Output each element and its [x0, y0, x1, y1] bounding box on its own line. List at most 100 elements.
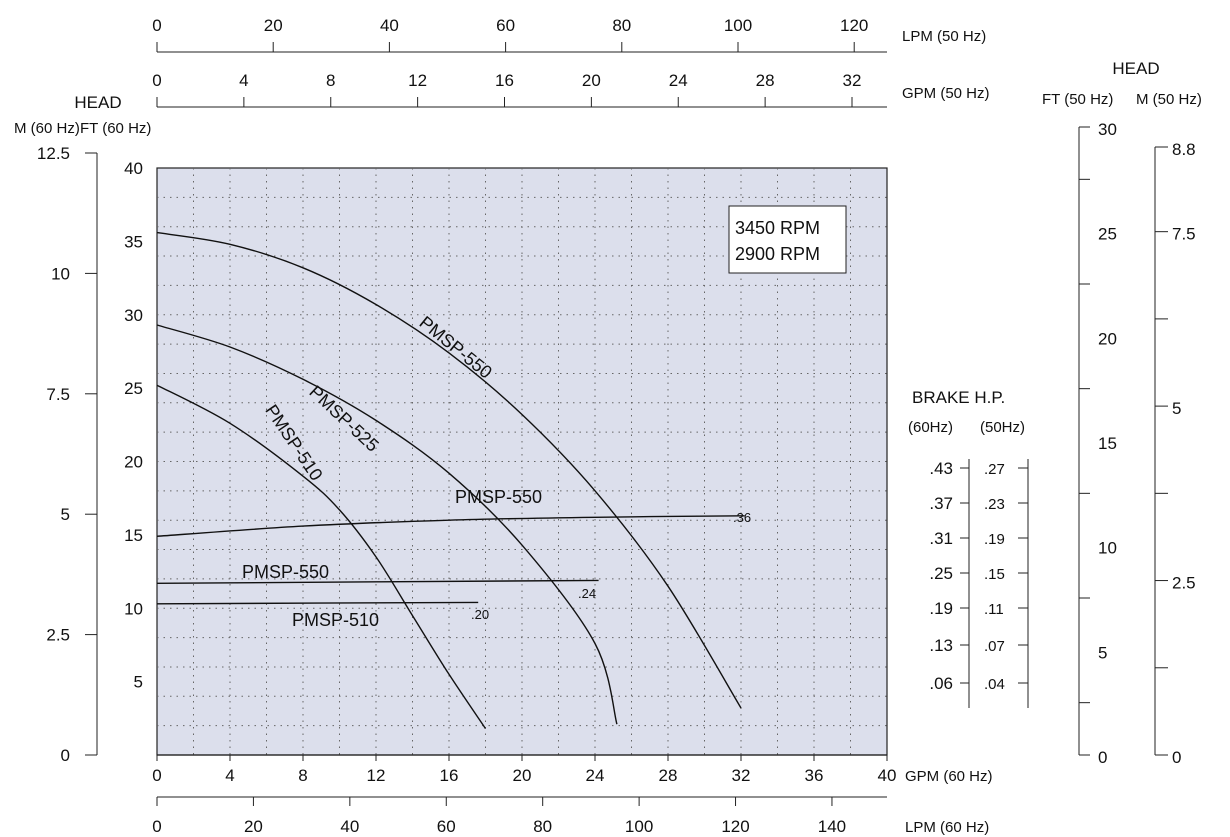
power-curve-label: PMSP-550 [242, 562, 329, 582]
lpm50-tick-label: 20 [264, 16, 283, 35]
brake-hp-50hz-label: .27 [984, 461, 1005, 478]
x-tick-label: 36 [805, 766, 824, 785]
power-curve-line [156, 515, 745, 537]
gpm50-tick-label: 32 [843, 71, 862, 90]
m50-tick-label: 7.5 [1172, 225, 1196, 244]
ft60-tick-label: 5 [134, 673, 143, 692]
lpm50-axis-label: LPM (50 Hz) [902, 28, 986, 45]
gpm50-tick-label: 28 [756, 71, 775, 90]
brake-hp-60hz-label: (60Hz) [908, 419, 953, 436]
brake-hp-60hz-label: .13 [929, 636, 953, 655]
m60-tick-label: 10 [51, 264, 70, 283]
power-curve-end-label: .36 [733, 510, 751, 525]
lpm50-tick-label: 0 [152, 16, 161, 35]
ft50-axis-label: FT (50 Hz) [1042, 91, 1113, 108]
lpm50-tick-label: 60 [496, 16, 515, 35]
lpm60-tick-label: 100 [625, 817, 653, 836]
brake-hp-50hz-label: .19 [984, 531, 1005, 548]
x-tick-label: 20 [513, 766, 532, 785]
brake-hp-60hz-label: .43 [929, 459, 953, 478]
ft50-tick-label: 0 [1098, 748, 1107, 767]
x-tick-label: 8 [298, 766, 307, 785]
left-head-title: HEAD [74, 93, 121, 112]
power-curve-line [156, 579, 599, 584]
power-curve-end-label: .24 [578, 586, 596, 601]
lpm60-tick-label: 120 [721, 817, 749, 836]
m60-tick-label: 2.5 [46, 626, 70, 645]
x-tick-label: 12 [367, 766, 386, 785]
lpm60-tick-label: 80 [533, 817, 552, 836]
head-curve-line [156, 324, 618, 725]
axes: 0 4 8 12 16 20 24 28 32 36 40 GPM (60 Hz)0 20 40 60 80 1… [14, 16, 1202, 836]
lpm60-tick-label: 140 [818, 817, 846, 836]
ft60-tick-label: 25 [124, 379, 143, 398]
m60-tick-label: 5 [61, 505, 70, 524]
ft50-tick-label: 15 [1098, 434, 1117, 453]
power-curve-label: PMSP-550 [455, 487, 542, 507]
ft60-tick-label: 35 [124, 232, 143, 251]
brake-hp-50hz-label: .11 [984, 601, 1004, 618]
gpm50-tick-label: 24 [669, 71, 688, 90]
x-tick-label: 32 [732, 766, 751, 785]
m50-tick-label: 8.8 [1172, 140, 1196, 159]
ft60-tick-label: 15 [124, 526, 143, 545]
gpm50-axis-label: GPM (50 Hz) [902, 85, 990, 102]
brake-hp-50hz-label: (50Hz) [980, 419, 1025, 436]
ft60-axis-label: FT (60 Hz) [80, 120, 151, 137]
gpm50-tick-label: 20 [582, 71, 601, 90]
brake-hp-50hz-label: .23 [984, 496, 1005, 513]
head-curve-line [156, 384, 487, 729]
x-tick-label: 4 [225, 766, 234, 785]
ft50-tick-label: 20 [1098, 329, 1117, 348]
power-curve-end-label: .20 [471, 607, 489, 622]
x-tick-label: 40 [878, 766, 897, 785]
m60-tick-label: 7.5 [46, 385, 70, 404]
m50-tick-label: 5 [1172, 399, 1181, 418]
brake-hp-60hz-label: .25 [929, 564, 953, 583]
m60-tick-label: 0 [61, 746, 70, 765]
brake-hp-60hz-label: .37 [929, 494, 953, 513]
right-head-title: HEAD [1112, 59, 1159, 78]
brake-hp-title: BRAKE H.P. [912, 388, 1005, 407]
lpm60-tick-label: 0 [152, 817, 161, 836]
gpm50-tick-label: 8 [326, 71, 335, 90]
x-axis-label: GPM (60 Hz) [905, 768, 993, 785]
brake-hp-50hz-label: .15 [984, 566, 1005, 583]
m50-tick-label: 0 [1172, 748, 1181, 767]
brake-hp-60hz-label: .06 [929, 674, 953, 693]
x-tick-label: 16 [440, 766, 459, 785]
m60-tick-label: 12.5 [37, 144, 70, 163]
ft60-tick-label: 30 [124, 306, 143, 325]
gpm50-tick-label: 12 [408, 71, 427, 90]
ft50-tick-label: 10 [1098, 539, 1117, 558]
lpm60-tick-label: 60 [437, 817, 456, 836]
ft50-tick-label: 5 [1098, 643, 1107, 662]
power-curve-label: PMSP-510 [292, 610, 379, 630]
gpm50-tick-label: 16 [495, 71, 514, 90]
m60-axis-label: M (60 Hz) [14, 120, 80, 137]
ft60-tick-label: 20 [124, 453, 143, 472]
grid [157, 168, 887, 755]
brake-hp-60hz-label: .19 [929, 599, 953, 618]
lpm50-tick-label: 80 [612, 16, 631, 35]
ft60-tick-label: 10 [124, 599, 143, 618]
x-tick-label: 0 [152, 766, 161, 785]
legend-label: 3450 RPM [735, 218, 820, 238]
x-tick-label: 24 [586, 766, 605, 785]
gpm50-tick-label: 4 [239, 71, 248, 90]
m50-tick-label: 2.5 [1172, 574, 1196, 593]
legend-box: 3450 RPM 2900 RPM [728, 205, 847, 274]
brake-hp-50hz-label: .07 [984, 638, 1005, 655]
power-curve-line [156, 601, 479, 605]
legend-label: 2900 RPM [735, 244, 820, 264]
ft50-tick-label: 25 [1098, 225, 1117, 244]
lpm60-tick-label: 40 [340, 817, 359, 836]
lpm50-tick-label: 100 [724, 16, 752, 35]
m50-axis-label: M (50 Hz) [1136, 91, 1202, 108]
lpm50-tick-label: 40 [380, 16, 399, 35]
ft50-tick-label: 30 [1098, 120, 1117, 139]
brake-hp-50hz-label: .04 [984, 676, 1005, 693]
head-curve-line [156, 231, 742, 709]
ft60-tick-label: 40 [124, 159, 143, 178]
